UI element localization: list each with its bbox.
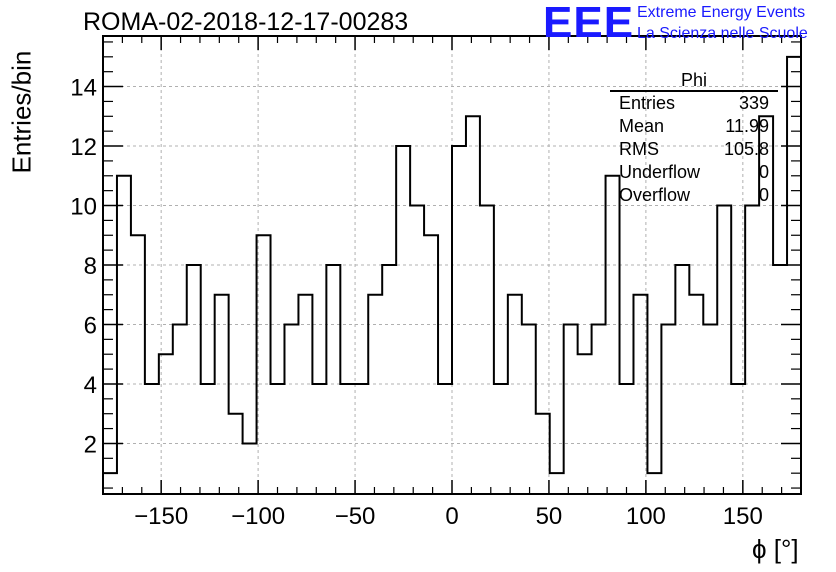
x-tick-label: 100 <box>626 503 666 530</box>
stats-row: Mean 11.99 <box>610 115 778 138</box>
y-axis-label: Entries/bin <box>6 50 37 174</box>
eee-logo: EEE <box>543 0 635 47</box>
stats-label: Entries <box>619 93 676 113</box>
tick-labels: −150 −100 −50 0 50 100 150 2 4 6 8 10 12 14 <box>70 75 763 530</box>
y-tick-label: 14 <box>70 75 97 102</box>
run-title: ROMA-02-2018-12-17-00283 <box>83 8 409 36</box>
stats-title: Phi <box>610 70 778 92</box>
stats-value: 0 <box>758 162 769 182</box>
histogram-steps <box>102 55 802 494</box>
axis-ticks <box>103 36 801 494</box>
stats-row: RMS 105.8 <box>610 138 778 161</box>
stats-row: Overflow 0 <box>610 184 778 207</box>
x-tick-label: −100 <box>231 503 285 530</box>
y-tick-label: 12 <box>70 134 97 161</box>
logo-line-1: Extreme Energy Events <box>637 4 806 21</box>
stats-value: 0 <box>758 185 769 205</box>
stats-box: Phi Entries 339 Mean 11.99 RMS 105.8 Und… <box>610 70 778 207</box>
y-tick-label: 4 <box>84 372 97 399</box>
x-tick-label: 50 <box>536 503 563 530</box>
x-tick-label: −50 <box>335 503 376 530</box>
stats-label: RMS <box>619 139 659 159</box>
y-tick-label: 8 <box>84 253 97 280</box>
stats-label: Mean <box>619 116 665 136</box>
stats-label: Overflow <box>619 185 691 205</box>
stats-value: 339 <box>738 93 769 113</box>
y-tick-label: 6 <box>84 312 97 339</box>
y-tick-label: 2 <box>84 431 97 458</box>
stats-row: Underflow 0 <box>610 161 778 184</box>
x-tick-label: 150 <box>723 503 763 530</box>
y-tick-label: 10 <box>70 194 97 221</box>
x-axis-label: ϕ [°] <box>752 534 799 564</box>
stats-value: 105.8 <box>723 139 769 159</box>
x-tick-label: −150 <box>134 503 188 530</box>
histogram-line <box>102 55 802 494</box>
logo-line-2: La Scienza nelle Scuole <box>637 25 808 42</box>
stats-row: Entries 339 <box>610 92 778 115</box>
x-tick-label: 0 <box>445 503 458 530</box>
stats-value: 11.99 <box>725 116 769 136</box>
stats-label: Underflow <box>619 162 701 182</box>
